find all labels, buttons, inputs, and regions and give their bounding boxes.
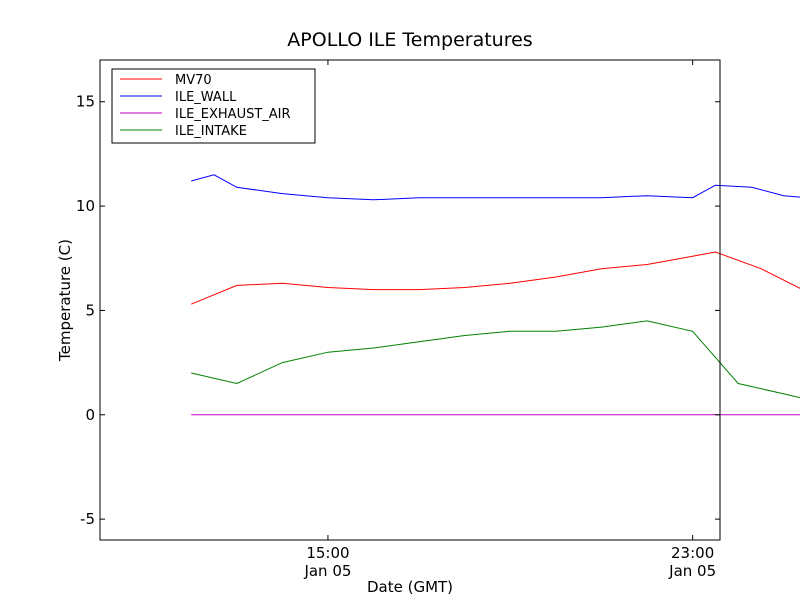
plot-frame xyxy=(99,59,721,541)
y-tick-label: 0 xyxy=(85,406,95,424)
series-line-mv70 xyxy=(191,251,800,305)
y-tick-label: -5 xyxy=(80,510,95,528)
y-tick-label: 15 xyxy=(76,93,95,111)
x-tick-sublabel: Jan 05 xyxy=(668,562,716,580)
series-line-ile-intake xyxy=(191,320,800,399)
x-axis-label: Date (GMT) xyxy=(367,578,453,596)
series-layer xyxy=(191,174,800,416)
legend-label-mv70: MV70 xyxy=(175,73,212,88)
y-tick-label: 10 xyxy=(76,197,95,215)
x-tick-label: 15:00 xyxy=(306,544,349,562)
legend-label-ile-intake: ILE_INTAKE xyxy=(175,124,247,139)
x-tick-sublabel: Jan 05 xyxy=(303,562,351,580)
chart-title: APOLLO ILE Temperatures xyxy=(287,29,532,51)
y-axis-label: Temperature (C) xyxy=(56,239,74,362)
x-tick-label: 23:00 xyxy=(671,544,714,562)
legend: MV70 ILE_WALL ILE_EXHAUST_AIR ILE_INTAKE xyxy=(111,68,316,144)
series-line-ile-wall xyxy=(191,174,800,201)
legend-label-ile-exhaust-air: ILE_EXHAUST_AIR xyxy=(175,107,291,122)
legend-label-ile-wall: ILE_WALL xyxy=(175,90,237,105)
y-tick-label: 5 xyxy=(85,301,95,319)
legend-box xyxy=(111,68,316,144)
